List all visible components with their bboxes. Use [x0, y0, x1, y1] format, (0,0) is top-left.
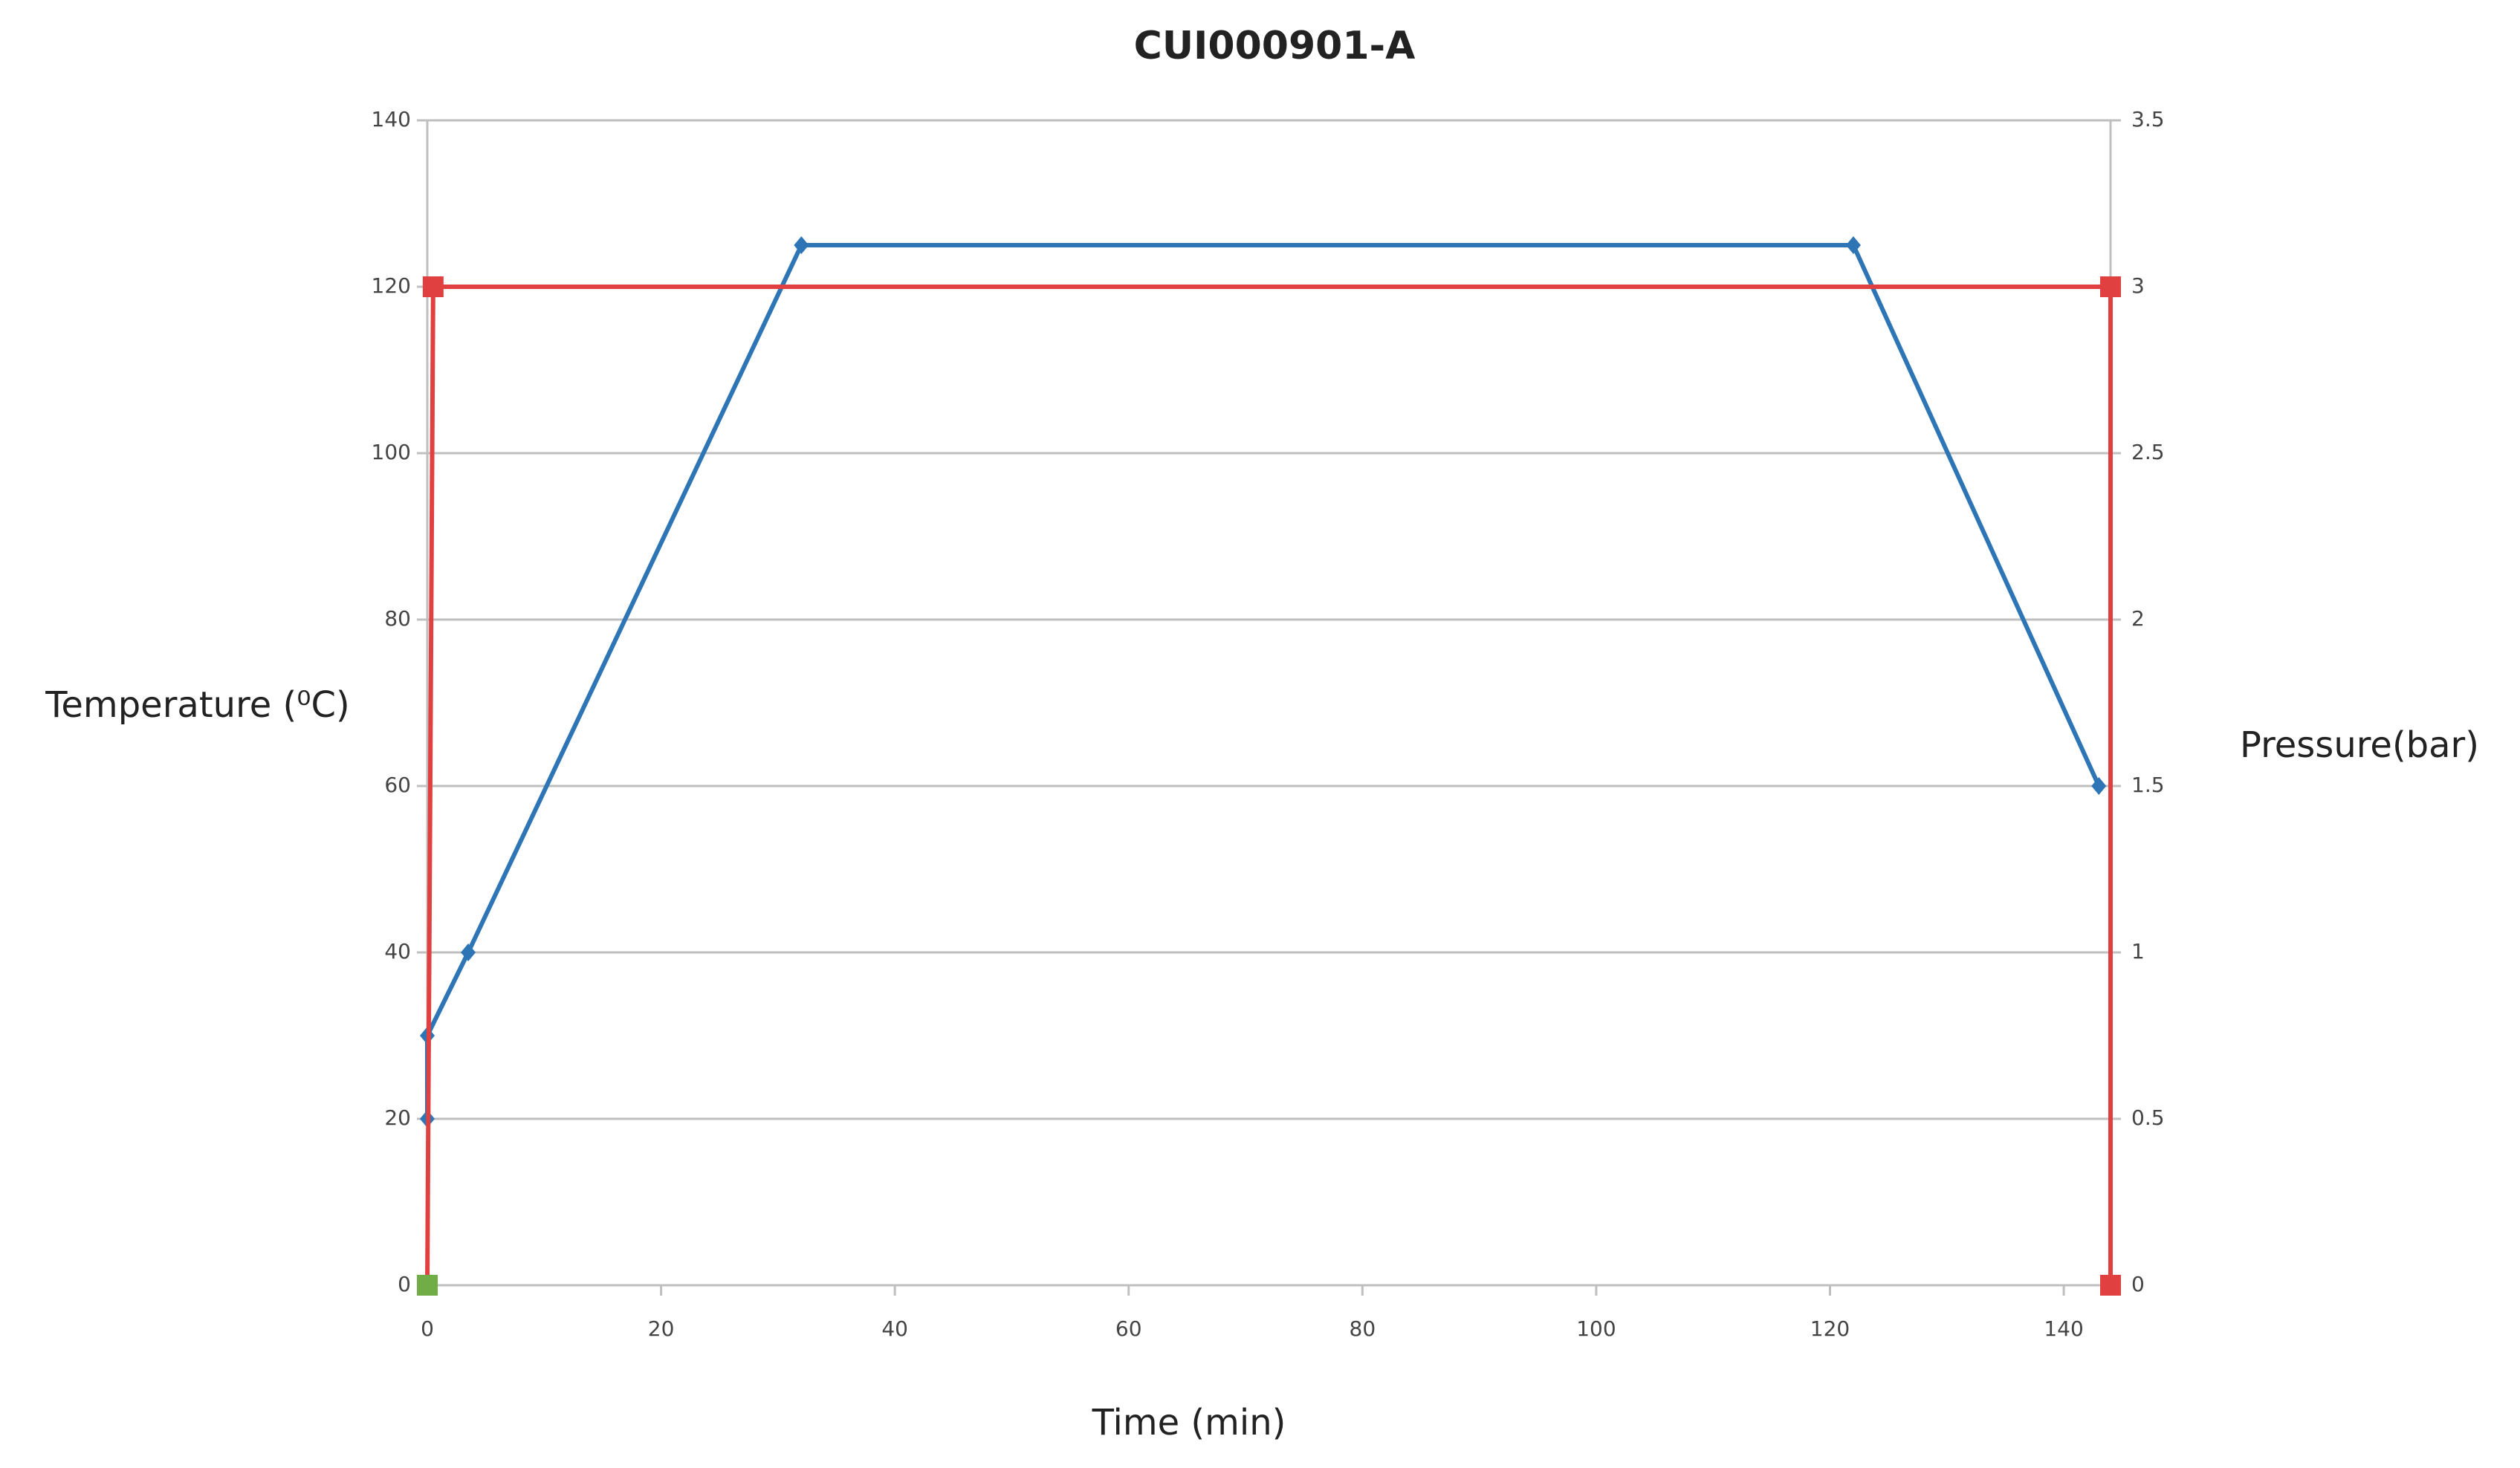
- marker: [2100, 1275, 2121, 1296]
- x-tick-label: 140: [2044, 1316, 2083, 1341]
- x-tick-label: 60: [1115, 1316, 1142, 1341]
- y-axis-label: Temperature (⁰C): [45, 684, 350, 726]
- y2-tick-label: 0: [2131, 1272, 2145, 1296]
- y-tick-label: 40: [384, 939, 411, 964]
- marker: [2100, 276, 2121, 297]
- y2-tick-label: 3.5: [2131, 107, 2165, 131]
- x-tick-label: 80: [1350, 1316, 1376, 1341]
- x-tick-label: 0: [421, 1316, 434, 1341]
- y2-tick-label: 1.5: [2131, 773, 2165, 797]
- x-tick-label: 20: [648, 1316, 675, 1341]
- marker: [2091, 777, 2107, 795]
- marker: [422, 276, 444, 297]
- y2-tick-label: 1: [2131, 939, 2145, 964]
- chart-title: CUI000901-A: [1134, 24, 1416, 68]
- y2-tick-label: 2: [2131, 606, 2145, 631]
- x-tick-label: 40: [881, 1316, 908, 1341]
- x-tick-label: 120: [1810, 1316, 1850, 1341]
- y-tick-label: 120: [372, 273, 411, 298]
- marker: [1845, 236, 1861, 254]
- y-tick-label: 20: [384, 1105, 411, 1130]
- y2-axis-label: Pressure(bar): [2240, 724, 2479, 766]
- marker: [461, 944, 476, 961]
- y2-tick-label: 3: [2131, 273, 2145, 298]
- y-tick-label: 0: [398, 1272, 411, 1296]
- marker: [417, 1275, 438, 1296]
- y-tick-label: 60: [384, 773, 411, 797]
- y-tick-label: 80: [384, 606, 411, 631]
- series-line: [425, 285, 2113, 1286]
- x-axis-label: Time (min): [1092, 1402, 1286, 1443]
- y2-tick-label: 2.5: [2131, 440, 2165, 464]
- y-tick-label: 100: [372, 440, 411, 464]
- y-tick-label: 140: [372, 107, 411, 131]
- x-tick-label: 100: [1576, 1316, 1616, 1341]
- marker: [794, 236, 809, 254]
- series-line: [425, 243, 2102, 1119]
- y2-tick-label: 0.5: [2131, 1105, 2165, 1130]
